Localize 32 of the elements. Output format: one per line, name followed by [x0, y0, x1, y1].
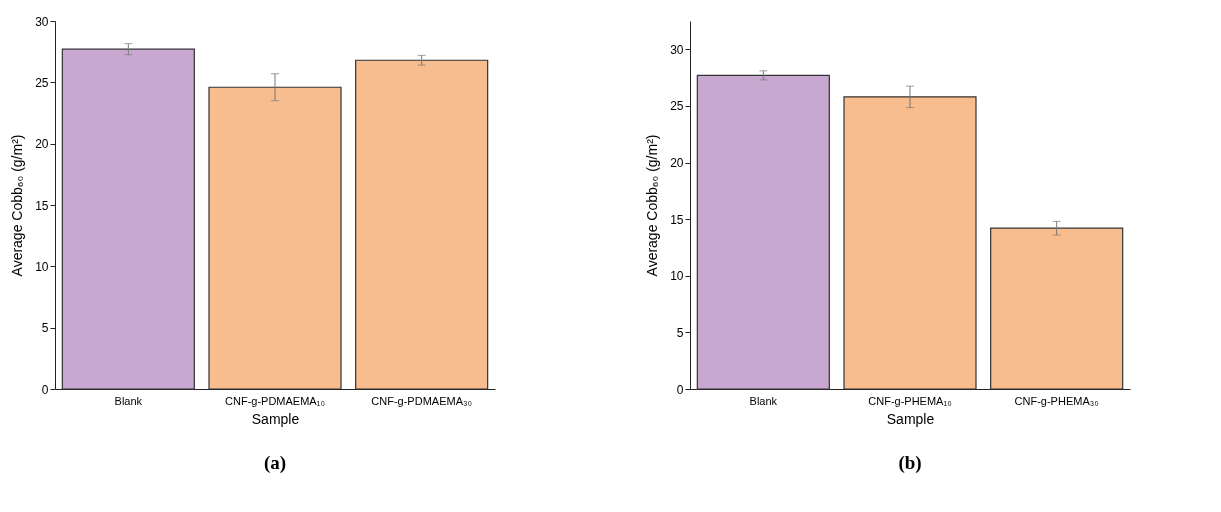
- y-tick-label: 20: [35, 137, 49, 152]
- bar: [843, 96, 977, 390]
- x-tick-label: Blank: [114, 394, 143, 407]
- bar: [355, 59, 489, 390]
- y-tick-label: 15: [670, 212, 684, 227]
- y-tick-label: 5: [41, 321, 49, 336]
- x-tick-label: Blank: [749, 394, 778, 407]
- bar: [696, 74, 830, 390]
- x-tick-label: CNF-g-PHEMA₃₀: [1014, 394, 1099, 407]
- x-axis-title: Sample: [251, 410, 300, 427]
- x-axis-title: Sample: [886, 410, 935, 427]
- bar: [990, 227, 1124, 390]
- x-tick-label: CNF-g-PHEMA₁₀: [868, 394, 952, 407]
- text: (b): [898, 452, 922, 474]
- y-tick-label: 30: [670, 42, 684, 57]
- y-tick-label: 25: [35, 75, 49, 90]
- y-axis-title: Average Cobb₆₀ (g/m²): [9, 134, 26, 277]
- y-tick-label: 10: [670, 269, 684, 284]
- y-tick-label: 20: [670, 156, 684, 171]
- x-tick-label: CNF-g-PDMAEMA₃₀: [371, 394, 473, 407]
- y-tick-label: 25: [670, 99, 684, 114]
- text: (a): [263, 452, 287, 474]
- y-tick-label: 10: [35, 259, 49, 274]
- y-tick-label: 5: [676, 325, 684, 340]
- y-tick-label: 30: [35, 14, 49, 29]
- y-axis-title: Average Cobb₆₀ (g/m²): [644, 134, 661, 277]
- bar: [208, 86, 342, 390]
- y-tick-label: 0: [676, 382, 684, 397]
- y-tick-label: 15: [35, 198, 49, 213]
- x-tick-label: CNF-g-PDMAEMA₁₀: [225, 394, 325, 407]
- y-tick-label: 0: [41, 382, 49, 397]
- bar: [61, 48, 195, 390]
